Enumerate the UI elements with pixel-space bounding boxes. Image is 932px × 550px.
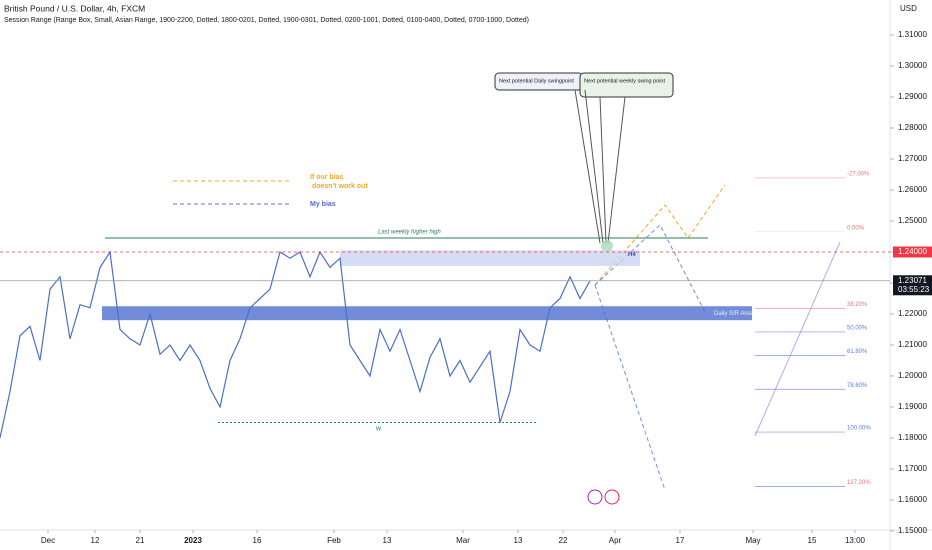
- event-icon: [604, 489, 620, 505]
- y-tick-label: 1.28000: [898, 123, 927, 132]
- x-tick-label: 22: [559, 536, 568, 545]
- fib-label: 50.00%: [847, 326, 868, 332]
- x-tick-label: 2023: [184, 536, 202, 545]
- annotation: If our bias doesn't work out: [310, 174, 368, 190]
- x-tick-label: Dec: [41, 536, 55, 545]
- y-tick-label: 1.26000: [898, 185, 927, 194]
- price-tag: [893, 275, 932, 296]
- trend-line: [754, 241, 841, 437]
- zone-label: Daily S/R Area: [714, 311, 754, 317]
- annotation: Next potential Daily swingpoint: [499, 78, 574, 84]
- level-label: w: [375, 425, 382, 432]
- fib-label: 100.00%: [847, 426, 871, 432]
- price-line: [0, 250, 591, 439]
- x-tick-label: 13: [514, 536, 523, 545]
- y-tick-label: 1.27000: [898, 154, 927, 163]
- callout-pointer: [599, 96, 607, 244]
- callout: [579, 72, 674, 98]
- y-tick-label: 1.22000: [898, 309, 927, 318]
- callout-pointer: [584, 89, 604, 244]
- price-tag: [893, 246, 932, 258]
- y-tick-label: 1.21000: [898, 340, 927, 349]
- fib-label: 0.00%: [847, 225, 865, 231]
- fib-label: 78.60%: [847, 383, 868, 389]
- x-tick-label: Feb: [327, 536, 341, 545]
- y-tick-label: 1.30000: [898, 61, 927, 70]
- swing-marker: [601, 240, 613, 252]
- chart-title: British Pound / U.S. Dollar, 4h, FXCM: [4, 3, 145, 13]
- callout-pointer: [607, 96, 626, 244]
- y-tick-label: 1.19000: [898, 402, 927, 411]
- y-tick-label: 1.16000: [898, 495, 927, 504]
- x-tick-label: 21: [136, 536, 145, 545]
- x-tick-label: May: [745, 536, 760, 545]
- x-tick-label: Mar: [456, 536, 470, 545]
- fib-label: 127.20%: [847, 480, 871, 486]
- y-tick-label: 1.31000: [898, 30, 927, 39]
- x-tick-label: 12: [91, 536, 100, 545]
- event-icon: [587, 489, 603, 505]
- callout-pointer: [574, 89, 601, 244]
- level-label: Last weekly higher high: [378, 230, 441, 236]
- zone-label: H4: [628, 252, 636, 258]
- countdown: 03:55:23: [898, 285, 930, 294]
- x-tick-label: 17: [676, 536, 685, 545]
- supply-zone: [340, 250, 640, 266]
- x-tick-label: 16: [253, 536, 262, 545]
- x-tick-label: 15: [808, 536, 817, 545]
- annotation: My bias: [310, 201, 336, 208]
- y-tick-label: 1.15000: [898, 526, 927, 535]
- sr-zone: [102, 306, 752, 321]
- x-tick-label: 13: [383, 536, 392, 545]
- fib-label: 38.20%: [847, 302, 868, 308]
- price-tag-label: 1.24000: [898, 247, 927, 256]
- chart-subtitle: Session Range (Range Box, Small, Asian R…: [4, 17, 529, 24]
- price-tag-label: 1.23071: [898, 276, 927, 285]
- fib-label: -27.00%: [847, 171, 870, 177]
- y-tick-label: 1.29000: [898, 92, 927, 101]
- projection: [594, 184, 726, 286]
- y-tick-label: 1.20000: [898, 371, 927, 380]
- x-tick-label: Apr: [609, 536, 622, 545]
- axis-label: USD: [900, 4, 917, 13]
- fib-label: 61.80%: [847, 349, 868, 355]
- y-tick-label: 1.17000: [898, 464, 927, 473]
- x-tick-label: 13:00: [845, 536, 866, 545]
- annotation: Next potential weekly swing point: [584, 78, 665, 84]
- y-tick-label: 1.25000: [898, 216, 927, 225]
- y-tick-label: 1.18000: [898, 433, 927, 442]
